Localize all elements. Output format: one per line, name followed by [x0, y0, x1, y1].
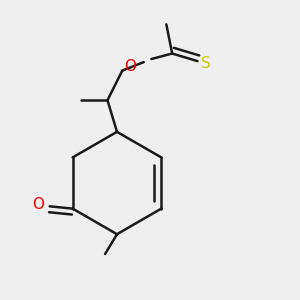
Text: O: O: [32, 197, 44, 212]
Text: S: S: [201, 56, 211, 71]
Text: O: O: [124, 59, 136, 74]
